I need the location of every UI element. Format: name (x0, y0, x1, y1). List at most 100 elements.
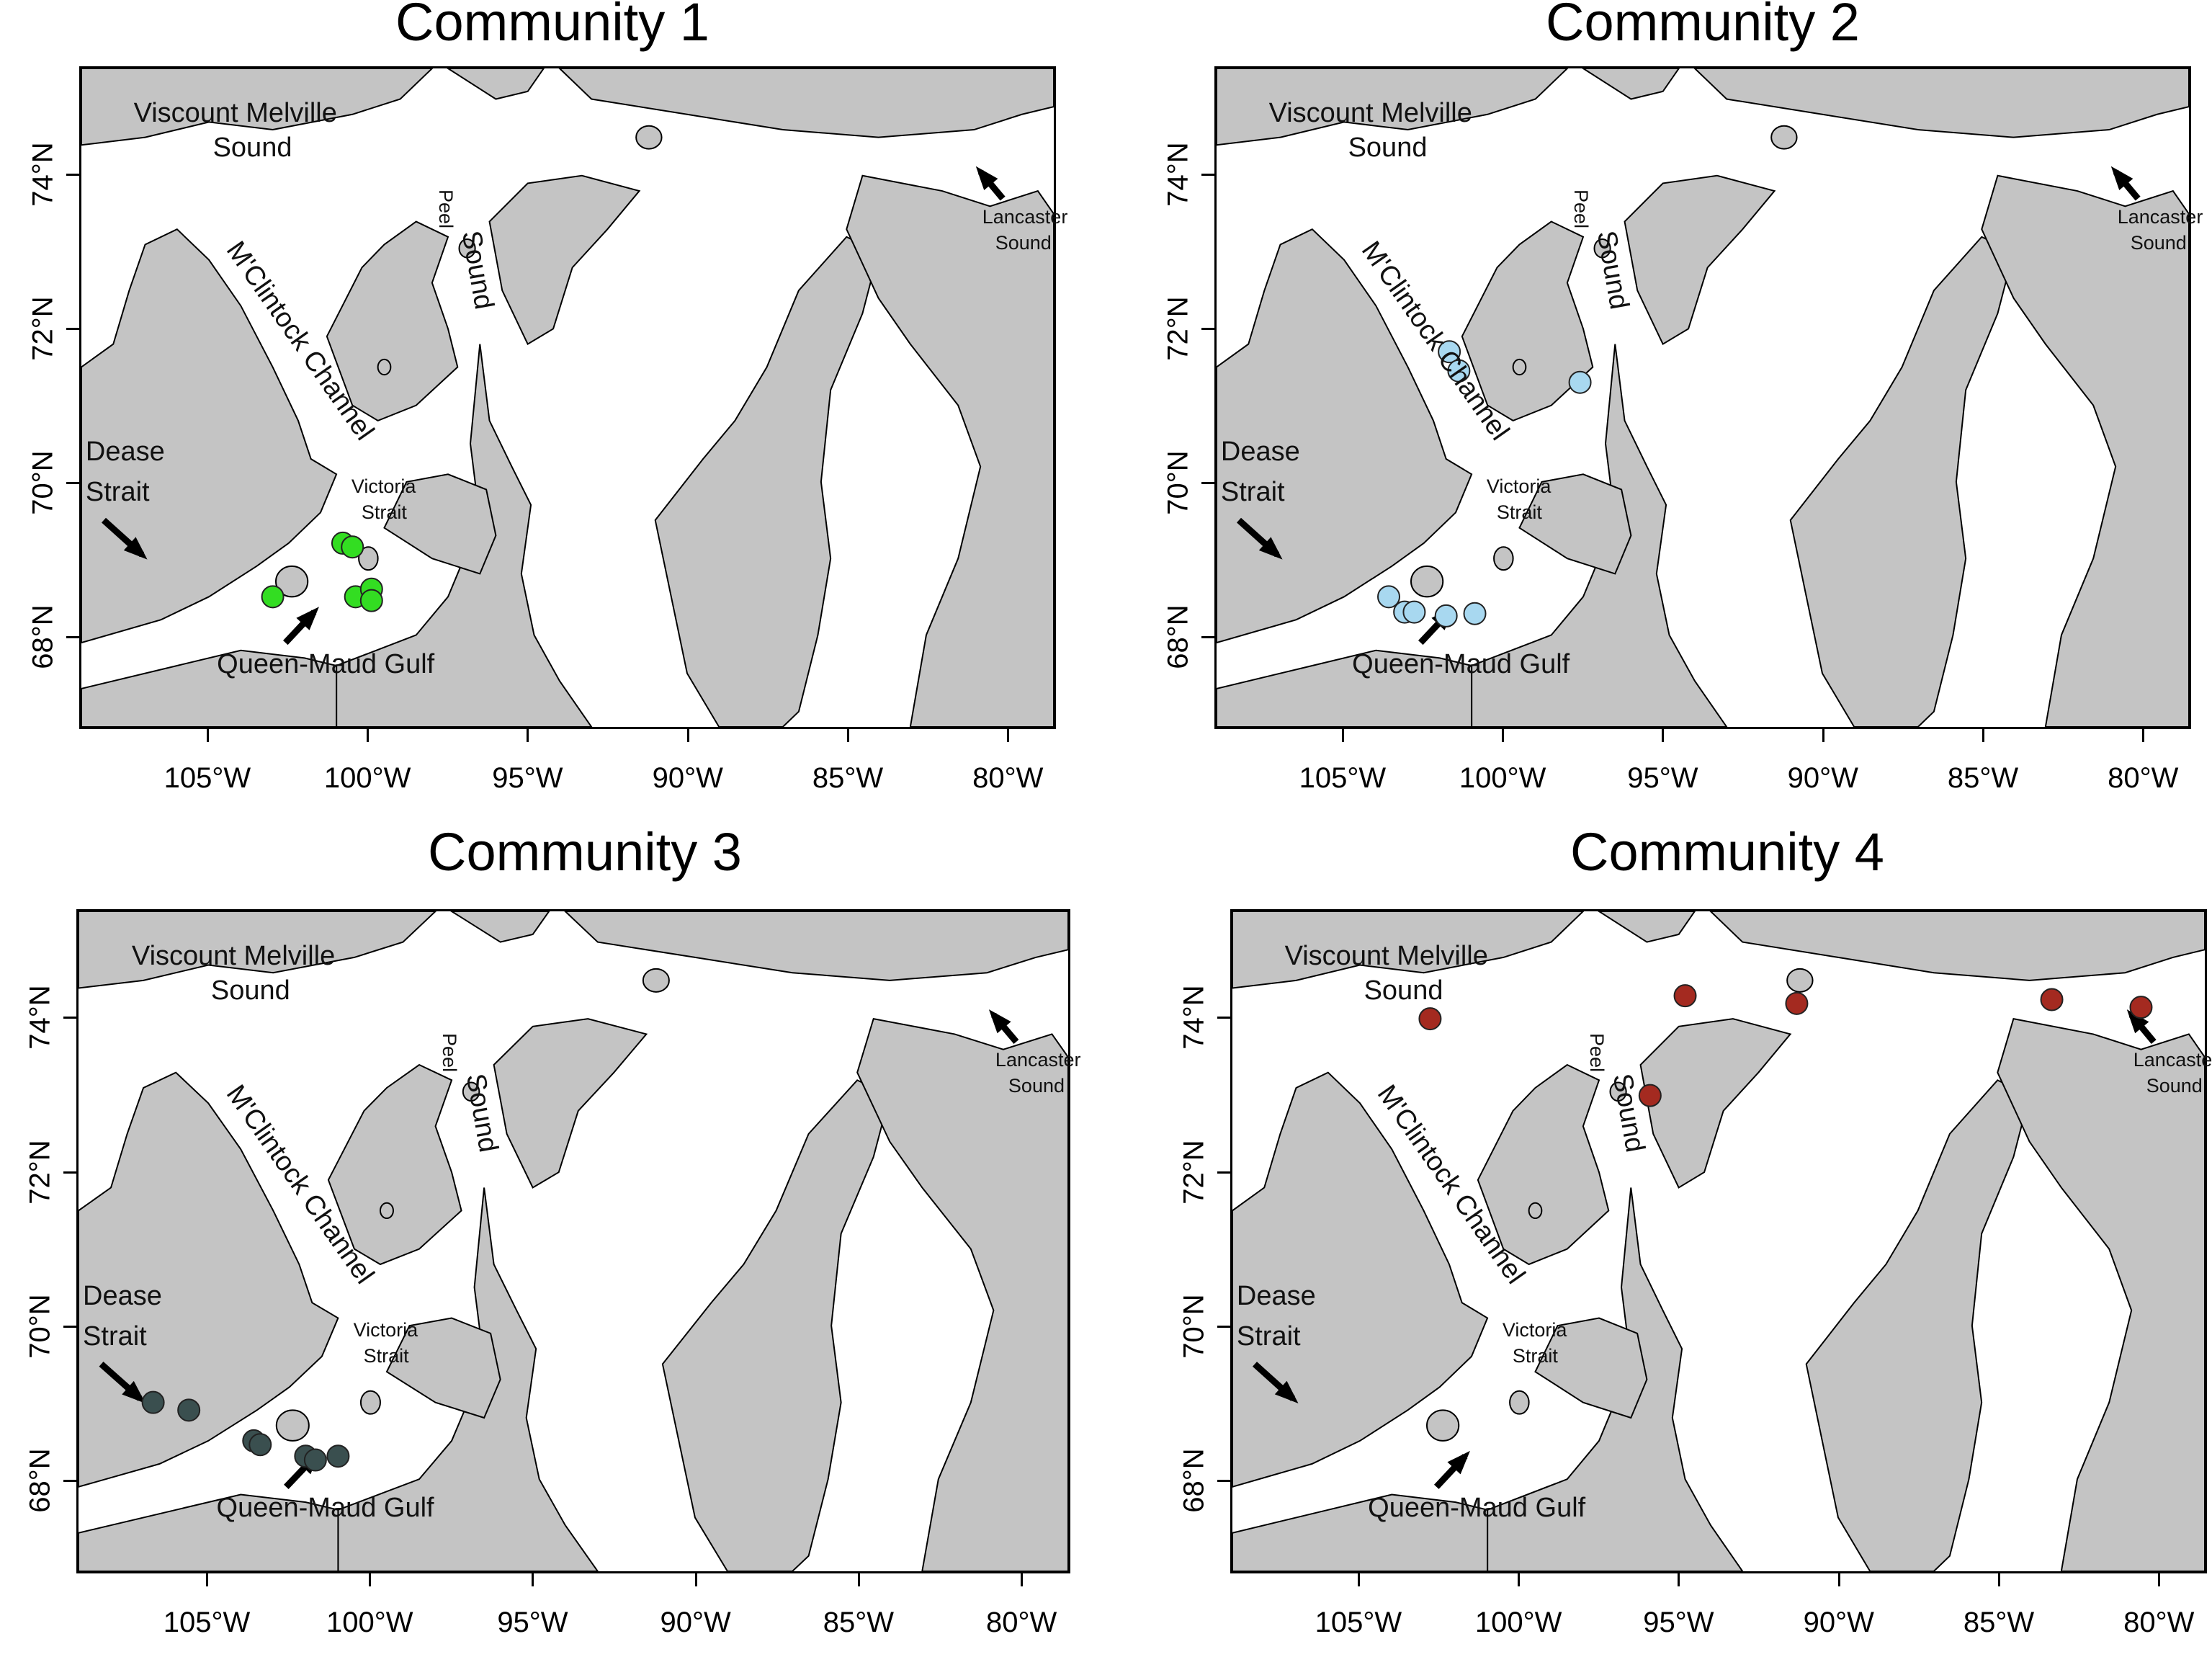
sample-point (326, 1444, 350, 1468)
label-peel: Peel (1570, 189, 1592, 229)
label-viscount: Viscount Melville (1268, 97, 1472, 128)
island (358, 546, 379, 571)
x-tick-label: 80°W (2123, 1607, 2195, 1638)
x-tick-label: 105°W (164, 762, 251, 794)
sample-point (1785, 991, 1809, 1015)
x-tick-label: 80°W (986, 1607, 1057, 1638)
label-viscount: Sound (1348, 132, 1428, 163)
x-tick (369, 1573, 372, 1586)
y-tick-label: 72°N (24, 1139, 56, 1205)
x-tick-label: 90°W (1787, 762, 1858, 794)
label-dease: Strait (1220, 477, 1285, 508)
x-tick (367, 729, 370, 742)
sample-point (1438, 340, 1461, 364)
y-tick (1217, 1480, 1230, 1483)
x-tick-label: 105°W (1315, 1607, 1402, 1638)
land-polygon (1518, 473, 1632, 575)
land-polygon (1624, 174, 1776, 346)
sample-point (1447, 359, 1471, 383)
sample-point (1377, 585, 1401, 609)
label-lancaster: Lancaster (995, 1048, 1081, 1071)
sample-point (1638, 1084, 1662, 1107)
label-victoria: Strait (1512, 1345, 1558, 1367)
label-victoria: Strait (363, 1345, 409, 1367)
sample-point (2129, 996, 2153, 1019)
y-tick-label: 70°N (1178, 1294, 1210, 1359)
x-tick-label: 85°W (823, 1607, 895, 1638)
land-polygon (1598, 911, 1696, 943)
x-tick (1982, 729, 1985, 742)
island (1528, 1202, 1543, 1220)
label-lancaster: Sound (2130, 231, 2187, 254)
island (275, 565, 309, 598)
island (377, 358, 392, 376)
y-tick-label: 70°N (27, 450, 59, 515)
x-tick-label: 100°W (326, 1607, 413, 1638)
x-tick (1678, 1573, 1680, 1586)
land-polygon (1232, 1071, 1489, 1488)
x-tick-label: 95°W (492, 762, 563, 794)
land-polygon (1232, 911, 1585, 989)
land-polygon (1217, 649, 1473, 727)
land-polygon (385, 1317, 501, 1419)
land-polygon (1534, 1317, 1648, 1419)
y-tick (63, 1171, 76, 1174)
land-polygon (856, 1017, 1068, 1571)
x-tick-label: 105°W (163, 1607, 251, 1638)
x-tick (857, 1573, 860, 1586)
land-polygon (846, 174, 1054, 727)
y-tick (66, 635, 79, 638)
label-victoria: Victoria (353, 1319, 418, 1341)
label-dease: Strait (83, 1321, 147, 1352)
map-svg (1217, 68, 2189, 727)
x-tick-label: 85°W (812, 762, 884, 794)
y-tick-label: 70°N (24, 1294, 56, 1359)
island (359, 1390, 381, 1415)
land-polygon (450, 911, 550, 943)
y-tick (1201, 481, 1214, 484)
label-peel: Peel (1585, 1032, 1608, 1072)
sample-point (177, 1398, 201, 1422)
x-tick-label: 90°W (1803, 1607, 1874, 1638)
map-frame (1214, 66, 2191, 729)
y-tick (66, 327, 79, 330)
label-viscount: Sound (212, 132, 292, 163)
y-tick (66, 173, 79, 176)
label-victoria: Victoria (1486, 475, 1551, 497)
land-polygon (1477, 1063, 1610, 1266)
label-dease: Dease (83, 1280, 162, 1311)
sample-point (1463, 602, 1487, 625)
land-polygon (1789, 236, 2015, 727)
x-tick-label: 95°W (1643, 1607, 1714, 1638)
x-tick (1662, 729, 1665, 742)
label-queen-maud: Queen-Maud Gulf (1368, 1493, 1586, 1524)
land-polygon (79, 1071, 339, 1488)
arrowhead-icon (975, 166, 998, 190)
label-viscount: Viscount Melville (1284, 940, 1488, 971)
map-svg (81, 68, 1054, 727)
y-tick (1201, 327, 1214, 330)
x-tick-label: 95°W (1627, 762, 1698, 794)
land-polygon (1997, 1017, 2205, 1571)
arrowhead-icon (2126, 1009, 2149, 1034)
y-tick (1217, 1171, 1230, 1174)
x-tick-label: 100°W (1459, 762, 1546, 794)
label-dease: Strait (1236, 1321, 1301, 1352)
sample-point (359, 589, 383, 612)
y-tick (63, 1480, 76, 1483)
panel-title: Community 4 (1570, 822, 1884, 882)
island (275, 1409, 310, 1442)
land-polygon (447, 68, 545, 100)
land-polygon (1232, 1493, 1489, 1571)
y-tick-label: 72°N (1178, 1139, 1210, 1205)
y-tick (1217, 1325, 1230, 1328)
island (458, 238, 476, 259)
label-dease: Strait (85, 477, 150, 508)
y-tick (1201, 173, 1214, 176)
y-tick-label: 74°N (1178, 985, 1210, 1050)
land-polygon (1805, 1079, 2030, 1571)
y-tick-label: 74°N (27, 142, 59, 207)
label-viscount: Sound (1364, 975, 1443, 1006)
label-victoria: Strait (361, 501, 407, 523)
arrowhead-icon (1447, 1450, 1470, 1475)
